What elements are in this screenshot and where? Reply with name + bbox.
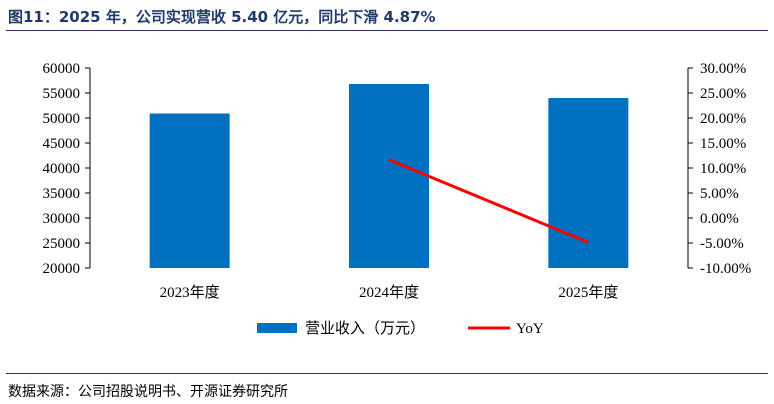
left-tick-label: 50000 bbox=[43, 111, 81, 127]
right-tick-label: 20.00% bbox=[700, 111, 746, 127]
legend-bar-label: 营业收入（万元） bbox=[305, 320, 425, 337]
revenue-bar bbox=[349, 84, 429, 268]
right-tick-label: 10.00% bbox=[700, 161, 746, 177]
right-tick-label: 15.00% bbox=[700, 136, 746, 152]
revenue-bar bbox=[548, 98, 629, 268]
right-tick-label: 5.00% bbox=[700, 186, 739, 202]
revenue-bar bbox=[149, 113, 230, 268]
left-tick-label: 35000 bbox=[43, 186, 81, 202]
revenue-bars bbox=[149, 84, 629, 268]
x-tick-label: 2024年度 bbox=[359, 284, 419, 301]
combo-chart: 20000 25000 30000 35000 40000 45000 50000 55000… bbox=[43, 61, 752, 337]
right-tick-label: 25.00% bbox=[700, 86, 746, 102]
left-tick-label: 20000 bbox=[43, 261, 81, 277]
legend-bar-swatch bbox=[257, 323, 297, 333]
source-rule bbox=[6, 373, 768, 374]
right-tick-label: 30.00% bbox=[700, 61, 746, 77]
x-axis: 2023年度 2024年度 2025年度 bbox=[160, 284, 619, 301]
left-y-axis: 20000 25000 30000 35000 40000 45000 50000 55000… bbox=[43, 61, 91, 277]
data-source: 数据来源：公司招股说明书、开源证券研究所 bbox=[8, 384, 288, 400]
right-tick-label: -10.00% bbox=[700, 261, 751, 277]
legend-line-label: YoY bbox=[516, 321, 544, 337]
yoy-line-series bbox=[388, 158, 589, 244]
right-tick-label: -5.00% bbox=[700, 236, 744, 252]
left-tick-label: 45000 bbox=[43, 136, 81, 152]
left-tick-label: 25000 bbox=[43, 236, 81, 252]
title-rule bbox=[6, 30, 768, 31]
x-tick-label: 2025年度 bbox=[558, 284, 618, 301]
left-tick-label: 60000 bbox=[43, 61, 81, 77]
left-tick-label: 55000 bbox=[43, 86, 81, 102]
legend: 营业收入（万元） YoY bbox=[257, 320, 544, 337]
right-y-axis: -10.00% -5.00% 0.00% 5.00% 10.00% 15.00% 20.00… bbox=[687, 61, 751, 277]
left-tick-label: 40000 bbox=[43, 161, 81, 177]
yoy-line bbox=[388, 158, 589, 244]
x-tick-label: 2023年度 bbox=[160, 284, 220, 301]
figure-title: 图11：2025 年，公司实现营收 5.40 亿元，同比下滑 4.87% bbox=[8, 8, 436, 26]
left-tick-label: 30000 bbox=[43, 211, 81, 227]
right-tick-label: 0.00% bbox=[700, 211, 739, 227]
